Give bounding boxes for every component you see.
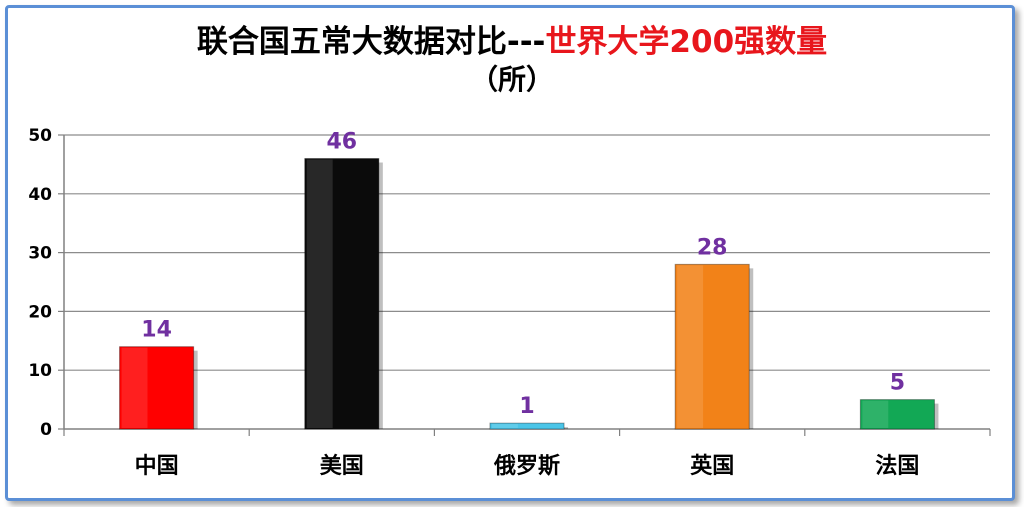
- data-label-1: 46: [326, 130, 357, 155]
- chart-subtitle: （所）: [469, 63, 554, 96]
- bar-highlight-3: [677, 265, 704, 428]
- data-label-0: 14: [141, 318, 172, 343]
- chart-title-block: 联合国五常大数据对比---世界大学200强数量 （所）: [0, 22, 1024, 98]
- bar-highlight-4: [862, 400, 889, 428]
- data-label-3: 28: [697, 235, 728, 260]
- bar-highlight-0: [121, 347, 148, 428]
- bar-3: [674, 263, 750, 430]
- y-tick-label-30: 30: [28, 244, 52, 264]
- chart-title: 联合国五常大数据对比---世界大学200强数量: [0, 22, 1024, 62]
- data-label-4: 5: [890, 371, 905, 396]
- bar-2: [489, 422, 565, 430]
- bar-1: [304, 158, 380, 430]
- y-tick-label-10: 10: [28, 361, 52, 381]
- category-label-4: 法国: [875, 454, 919, 479]
- category-label-0: 中国: [135, 454, 179, 479]
- y-tick-label-20: 20: [28, 302, 52, 322]
- chart-title-part2: 世界大学200强数量: [545, 24, 828, 60]
- y-tick-label-0: 0: [40, 420, 52, 440]
- chart-title-part1: 联合国五常大数据对比---: [196, 24, 546, 60]
- category-label-3: 英国: [690, 454, 734, 479]
- y-tick-label-50: 50: [28, 126, 52, 146]
- category-label-1: 美国: [320, 453, 364, 479]
- bar-0: [119, 346, 195, 430]
- category-label-2: 俄罗斯: [493, 453, 560, 479]
- bar-highlight-1: [306, 159, 333, 428]
- bar-highlight-2: [491, 424, 518, 428]
- y-tick-label-40: 40: [28, 185, 52, 205]
- data-label-2: 1: [519, 394, 534, 419]
- bar-4: [859, 399, 935, 430]
